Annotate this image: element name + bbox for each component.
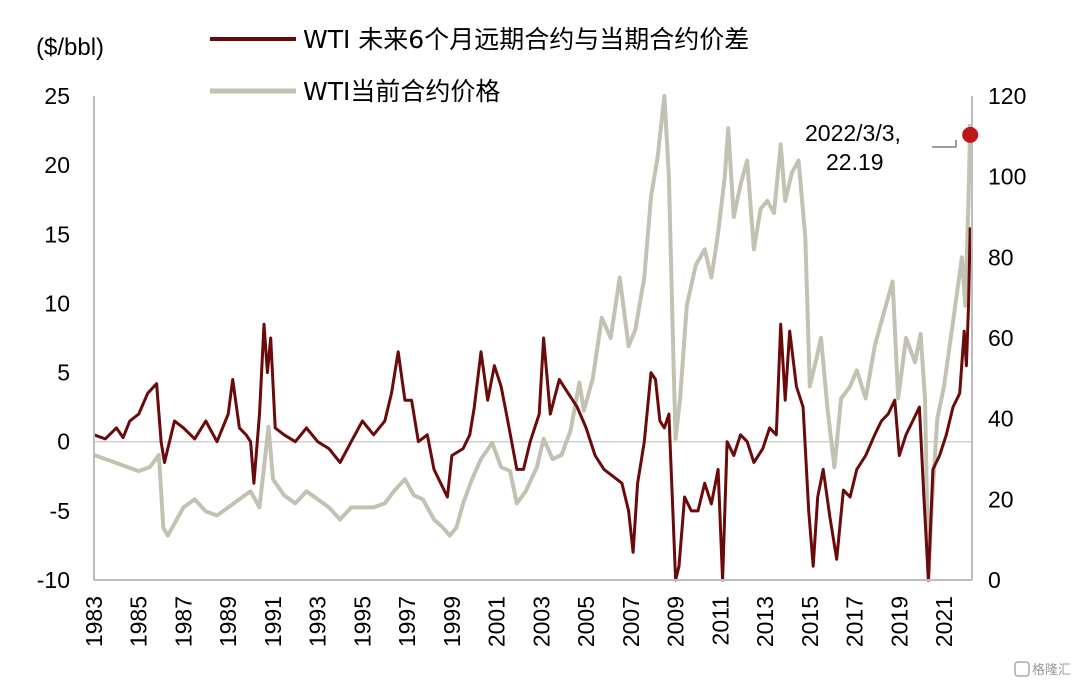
- y-right-tick-label: 120: [988, 83, 1026, 109]
- legend: WTI 未来6个月远期合约与当期合约价差 WTI当前合约价格: [210, 25, 749, 106]
- y-left-tick-label: 0: [57, 429, 70, 455]
- watermark: 格隆汇: [1014, 661, 1071, 678]
- legend-label-price: WTI当前合约价格: [303, 77, 500, 106]
- y-left-ticks: 25 20 15 10 5 0 -5 -10: [37, 83, 70, 593]
- x-tick-label: 1989: [215, 596, 241, 647]
- x-tick-label: 1983: [81, 596, 107, 647]
- x-tick-label: 2011: [707, 596, 733, 645]
- watermark-text: 格隆汇: [1032, 662, 1071, 678]
- annotation-leader-line: [932, 140, 957, 148]
- x-tick-label: 2013: [752, 596, 778, 647]
- y-right-tick-label: 0: [988, 567, 1001, 593]
- plot-area: [93, 94, 973, 582]
- x-tick-label: 2019: [886, 596, 912, 647]
- legend-label-spread: WTI 未来6个月远期合约与当期合约价差: [303, 25, 749, 54]
- y-left-tick-label: 10: [44, 290, 70, 316]
- y-left-tick-label: 5: [57, 360, 70, 386]
- x-tick-label: 1999: [439, 596, 465, 647]
- y-left-tick-label: 15: [44, 221, 70, 247]
- watermark-logo-icon: [1014, 661, 1030, 677]
- x-tick-label: 2009: [663, 596, 689, 647]
- x-tick-label: 2017: [842, 596, 868, 647]
- annotation-label-line1: 2022/3/3,: [805, 120, 901, 146]
- x-tick-label: 2007: [618, 596, 644, 647]
- annotation: 2022/3/3, 22.19: [805, 120, 979, 175]
- y-left-tick-label: 25: [44, 83, 70, 109]
- y-right-tick-label: 60: [988, 325, 1014, 351]
- y-right-tick-label: 20: [988, 486, 1014, 512]
- x-tick-label: 1991: [260, 596, 286, 647]
- x-tick-label: 2003: [528, 596, 554, 647]
- x-tick-label: 1985: [126, 596, 152, 647]
- x-tick-label: 1993: [305, 596, 331, 647]
- series-line-price: [93, 94, 973, 582]
- annotation-label-line2: 22.19: [826, 149, 884, 175]
- x-tick-label: 2015: [797, 596, 823, 647]
- annotation-marker: [962, 126, 979, 143]
- y-right-ticks: 120 100 80 60 40 20 0: [988, 83, 1026, 593]
- y-left-unit-label: ($/bbl): [36, 34, 104, 61]
- y-left-tick-label: 20: [44, 152, 70, 178]
- x-tick-label: 2021: [931, 596, 957, 647]
- x-tick-label: 2005: [573, 596, 599, 647]
- y-right-tick-label: 100: [988, 164, 1026, 190]
- y-right-tick-label: 80: [988, 244, 1014, 270]
- y-right-tick-label: 40: [988, 406, 1014, 432]
- x-tick-label: 1997: [394, 596, 420, 647]
- series-line-spread: [93, 227, 972, 582]
- x-ticks: 1983 1985 1987 1989 1991 1993 1995 1997 1999 2001…: [81, 596, 957, 647]
- y-left-tick-label: -5: [50, 498, 70, 524]
- x-tick-label: 2001: [484, 596, 510, 647]
- y-left-tick-label: -10: [37, 567, 70, 593]
- x-tick-label: 1987: [171, 596, 197, 647]
- x-tick-label: 1995: [349, 596, 375, 647]
